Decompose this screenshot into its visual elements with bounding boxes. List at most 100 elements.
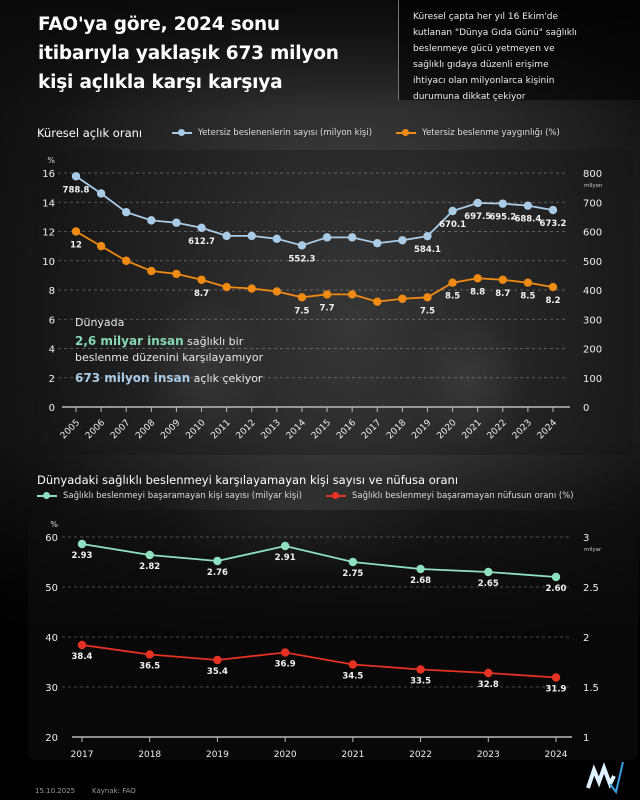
footer-date: 15.10.2025 xyxy=(35,787,76,795)
data-point xyxy=(416,564,425,574)
right-axis-tick-label: 500 xyxy=(583,257,602,268)
info-text: Küresel çapta her yıl 16 Ekim'de kutlana… xyxy=(413,9,633,105)
data-point xyxy=(523,278,533,287)
data-point xyxy=(145,550,154,560)
data-point xyxy=(347,290,357,299)
data-label: 8.5 xyxy=(520,292,535,302)
left-axis-tick-label: 50 xyxy=(45,583,58,594)
left-axis-tick-label: 16 xyxy=(42,169,55,180)
chart2-legend-green: Sağlıklı beslenmeyi başaramayan kişi say… xyxy=(37,491,302,501)
data-point xyxy=(348,557,358,567)
data-point xyxy=(448,278,457,287)
legend-line-marker-icon xyxy=(37,492,57,499)
left-axis-tick-label: 20 xyxy=(45,733,58,744)
legend-label: Yetersiz beslenme yaygınlığı (%) xyxy=(422,128,560,138)
data-point xyxy=(197,223,206,232)
data-point xyxy=(197,275,206,284)
x-axis-tick-label: 2009 xyxy=(159,418,182,441)
page-title: FAO'ya göre, 2024 sonu itibarıyla yaklaş… xyxy=(38,10,378,97)
right-axis-tick-label: 100 xyxy=(583,374,602,385)
data-point xyxy=(484,567,493,577)
data-point xyxy=(147,266,156,276)
data-label: 7.5 xyxy=(420,306,435,316)
info-line: kutlanan "Dünya Gıda Günü" sağlıklı xyxy=(413,28,577,38)
left-axis-unit: % xyxy=(50,520,58,529)
x-axis-tick-label: 2012 xyxy=(235,418,258,441)
legend-label: Yetersiz beslenenlerin sayısı (milyon ki… xyxy=(198,128,373,138)
chart2-legend-red: Sağlıklı beslenmeyi başaramayan nüfusun … xyxy=(326,491,574,501)
x-axis-tick-label: 2021 xyxy=(341,750,364,760)
data-point xyxy=(551,673,561,682)
chart1-legend-orange: Yetersiz beslenme yaygınlığı (%) xyxy=(396,128,560,138)
data-point xyxy=(77,539,87,549)
data-point xyxy=(77,640,87,650)
x-axis-tick-label: 2024 xyxy=(536,418,559,441)
x-axis-tick-label: 2015 xyxy=(310,418,333,441)
data-label: 36.9 xyxy=(275,660,296,670)
legend-label: Sağlıklı beslenmeyi başaramayan kişi say… xyxy=(63,491,302,501)
data-point xyxy=(473,198,482,208)
note-highlight: 673 milyon insan xyxy=(75,371,191,385)
data-point xyxy=(322,290,332,299)
data-point xyxy=(548,205,558,215)
right-axis-tick-label: 0 xyxy=(583,403,589,414)
x-axis-tick-label: 2021 xyxy=(461,418,484,441)
note-line1: 2,6 milyar insan sağlıklı bir xyxy=(75,334,243,349)
series-line xyxy=(81,644,557,679)
data-point xyxy=(398,294,407,303)
right-axis-tick-label: 700 xyxy=(583,198,602,209)
left-axis-tick-label: 6 xyxy=(49,315,55,326)
data-point xyxy=(548,282,558,292)
data-point xyxy=(213,556,222,566)
series-line xyxy=(81,543,557,578)
data-label: 673.2 xyxy=(540,219,567,229)
data-point xyxy=(172,218,181,227)
data-point xyxy=(322,233,332,242)
data-point xyxy=(71,172,81,181)
data-point xyxy=(373,239,382,248)
left-axis-tick-label: 8 xyxy=(49,286,55,297)
data-point xyxy=(523,201,533,210)
x-axis-tick-label: 2013 xyxy=(260,418,283,441)
data-label: 35.4 xyxy=(207,667,228,677)
data-label: 7.7 xyxy=(320,303,335,313)
x-axis-tick-label: 2018 xyxy=(385,418,408,441)
x-axis-tick-label: 2019 xyxy=(206,750,229,760)
x-axis-tick-label: 2024 xyxy=(545,750,568,760)
left-axis-tick-label: 4 xyxy=(49,345,55,356)
data-label: 670.1 xyxy=(439,220,466,230)
title-line: FAO'ya göre, 2024 sonu xyxy=(38,14,280,35)
x-axis-tick-label: 2008 xyxy=(134,418,157,441)
data-label: 2.60 xyxy=(546,584,567,594)
note-line2: beslenme düzenini karşılayamıyor xyxy=(75,351,264,364)
data-label: 8.7 xyxy=(194,289,209,299)
data-label: 584.1 xyxy=(414,245,441,255)
title-line: kişi açlıkla karşı karşıya xyxy=(38,72,283,93)
x-axis-tick-label: 2010 xyxy=(184,418,207,441)
data-point xyxy=(416,665,425,674)
data-point xyxy=(222,282,231,292)
left-axis-tick-label: 0 xyxy=(49,403,55,414)
data-point xyxy=(398,236,407,245)
x-axis-tick-label: 2020 xyxy=(274,750,297,760)
data-label: 34.5 xyxy=(342,672,363,682)
data-label: 12 xyxy=(70,241,82,251)
data-label: 2.82 xyxy=(139,562,160,572)
x-axis-tick-label: 2023 xyxy=(477,750,500,760)
left-axis-tick-label: 60 xyxy=(45,533,58,544)
data-label: 8.2 xyxy=(545,296,560,306)
data-point xyxy=(484,668,493,678)
chart1-panel xyxy=(33,150,633,455)
right-axis-unit: milyon xyxy=(584,183,603,189)
x-axis-tick-label: 2016 xyxy=(335,418,358,441)
data-point xyxy=(213,655,222,665)
x-axis-tick-label: 2020 xyxy=(435,418,458,441)
x-axis-tick-label: 2017 xyxy=(71,750,94,760)
data-point xyxy=(96,189,106,198)
data-point xyxy=(280,648,290,657)
left-axis-tick-label: 2 xyxy=(49,374,55,385)
brand-logo-icon xyxy=(586,761,624,795)
data-point xyxy=(247,231,256,241)
data-label: 38.4 xyxy=(72,652,93,662)
x-axis-tick-label: 2006 xyxy=(84,418,107,441)
